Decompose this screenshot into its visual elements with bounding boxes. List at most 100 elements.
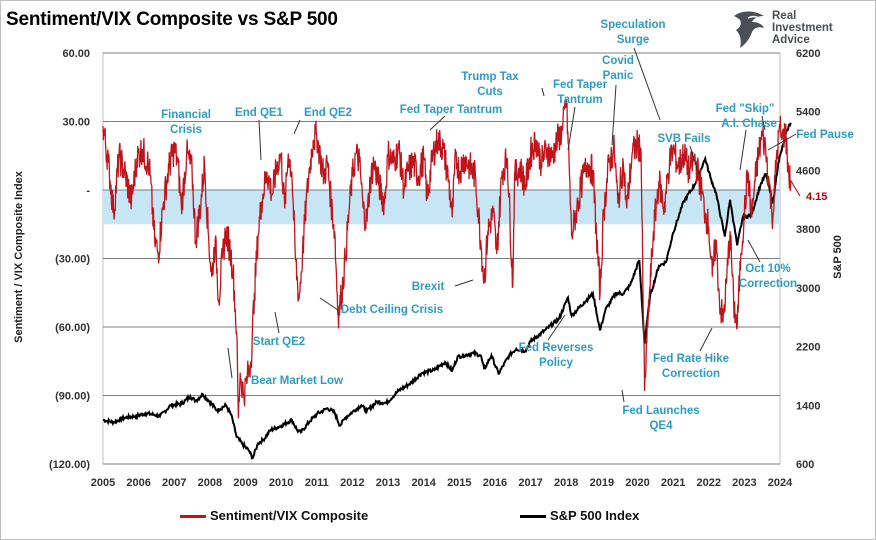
annotation-leader <box>293 119 301 135</box>
annotation-line: Fed "Skip" <box>716 103 775 115</box>
annotation-line: Crisis <box>170 124 202 136</box>
annotation-label: Speculation Surge <box>600 19 665 46</box>
chart-title: Sentiment/VIX Composite vs S&P 500 <box>6 9 338 30</box>
x-tick-label: 2012 <box>340 477 364 489</box>
annotation-leader <box>611 84 617 146</box>
y-right-tick-label: 2200 <box>796 342 820 354</box>
x-tick-label: 2006 <box>126 477 150 489</box>
annotation-line: Fed Pause <box>796 129 854 141</box>
y-right-tick-label: 600 <box>796 459 814 471</box>
logo-eagle-icon <box>734 11 764 48</box>
annotation-line: A.I. Chase <box>721 118 777 130</box>
annotation-line: Correction <box>739 278 797 290</box>
annotations: Financial Crisis End QE1 End QE2 Fed Taper T… <box>161 19 854 432</box>
annotation-line: Policy <box>539 357 573 369</box>
annotation-line: Covid <box>602 55 634 67</box>
annotation-leader <box>258 119 262 161</box>
x-tick-label: 2018 <box>554 477 578 489</box>
y-right-tick-label: 5400 <box>796 107 820 119</box>
annotation-line: Oct 10% <box>745 263 790 275</box>
annotation-line: Correction <box>662 368 720 380</box>
annotation-line: Bear Market Low <box>251 375 343 387</box>
annotation-leader <box>274 311 280 334</box>
annotation-label: Financial Crisis <box>161 109 211 136</box>
legend-item-sp500: S&P 500 Index <box>520 508 639 523</box>
annotation-line: Fed Taper Tantrum <box>400 104 502 116</box>
y-axis-right-title: S&P 500 <box>832 235 844 279</box>
x-tick-label: 2015 <box>447 477 471 489</box>
sentiment-series-line <box>102 98 792 419</box>
annotation-line: SVB Fails <box>657 133 710 145</box>
annotation-label: Start QE2 <box>253 336 305 348</box>
annotation-leader <box>761 115 766 131</box>
annotation-line: Trump Tax <box>461 71 519 83</box>
annotation-label: Covid Panic <box>602 55 634 82</box>
annotation-leader <box>429 115 446 131</box>
annotation-line: Panic <box>603 70 634 82</box>
x-tick-label: 2022 <box>696 477 720 489</box>
x-tick-label: 2013 <box>376 477 400 489</box>
logo-line-3: Advice <box>772 34 810 46</box>
annotation-line: Fed Rate Hike <box>653 353 729 365</box>
annotation-label: End QE2 <box>304 107 352 119</box>
annotation-leader <box>633 47 661 121</box>
annotation-line: Debt Ceiling Crisis <box>341 304 443 316</box>
x-tick-label: 2017 <box>518 477 542 489</box>
annotation-leader <box>454 279 474 287</box>
annotation-line: End QE2 <box>304 107 352 119</box>
annotation-label: Fed Pause <box>796 129 854 141</box>
y-left-tick-label: (90.00) <box>55 391 90 403</box>
last-value-leader <box>790 180 801 197</box>
logo-wordmark: Real Investment Advice <box>772 10 833 46</box>
annotation-line: Fed Reverses <box>519 342 594 354</box>
annotation-line: QE4 <box>649 420 673 432</box>
logo-line-1: Real <box>772 10 797 22</box>
annotation-line: Speculation <box>600 19 665 31</box>
annotation-leader <box>767 133 797 151</box>
x-tick-label: 2011 <box>305 477 329 489</box>
annotation-label: Debt Ceiling Crisis <box>341 304 443 316</box>
x-tick-label: 2009 <box>233 477 257 489</box>
neutral-band <box>103 190 780 225</box>
x-tick-label: 2005 <box>91 477 115 489</box>
y-right-tick-label: 4600 <box>796 165 820 177</box>
annotation-label: Fed Reverses Policy <box>519 342 594 369</box>
annotation-label: Fed "Skip" <box>716 103 775 115</box>
y-axis-left-ticks: 60.00 30.00 - (30.00) (60.00) (90.00) (120.00) <box>49 48 90 471</box>
last-value-label: 4.15 <box>806 191 827 203</box>
annotation-label: Fed Taper Tantrum <box>553 79 608 106</box>
legend-item-sentiment: Sentiment/VIX Composite <box>180 508 368 523</box>
annotation-line: Start QE2 <box>253 336 305 348</box>
y-left-tick-label: (30.00) <box>55 254 90 266</box>
annotation-line: Surge <box>617 34 650 46</box>
x-tick-label: 2014 <box>411 477 436 489</box>
annotation-label: Fed Launches QE4 <box>622 405 699 432</box>
annotation-label: End QE1 <box>235 107 284 119</box>
legend-label-sentiment: Sentiment/VIX Composite <box>210 508 369 523</box>
y-right-tick-label: 3000 <box>796 283 820 295</box>
y-left-tick-label: (60.00) <box>55 322 90 334</box>
annotation-leader <box>319 297 339 311</box>
annotation-line: Financial <box>161 109 211 121</box>
annotation-line: Fed Launches <box>622 405 699 417</box>
y-right-tick-label: 1400 <box>796 400 820 412</box>
annotation-leader <box>541 87 545 97</box>
x-tick-label: 2023 <box>732 477 756 489</box>
legend-swatch-sp500 <box>520 515 546 519</box>
x-tick-label: 2020 <box>625 477 649 489</box>
annotation-leader <box>739 129 747 171</box>
y-left-tick-label: 30.00 <box>62 117 90 129</box>
annotation-line: Cuts <box>477 86 503 98</box>
y-left-tick-label: 60.00 <box>62 48 90 60</box>
x-tick-label: 2024 <box>768 477 793 489</box>
y-left-tick-label: (120.00) <box>49 459 90 471</box>
annotation-leader <box>621 389 625 403</box>
x-tick-label: 2019 <box>590 477 614 489</box>
x-tick-label: 2016 <box>483 477 507 489</box>
annotation-label: Fed Taper Tantrum <box>400 104 502 116</box>
annotation-label: Trump Tax Cuts <box>461 71 519 98</box>
y-axis-right-ticks: 6200 5400 4600 3800 3000 2200 1400 600 <box>796 48 820 471</box>
legend-label-sp500: S&P 500 Index <box>550 508 640 523</box>
annotation-leader <box>567 106 576 151</box>
